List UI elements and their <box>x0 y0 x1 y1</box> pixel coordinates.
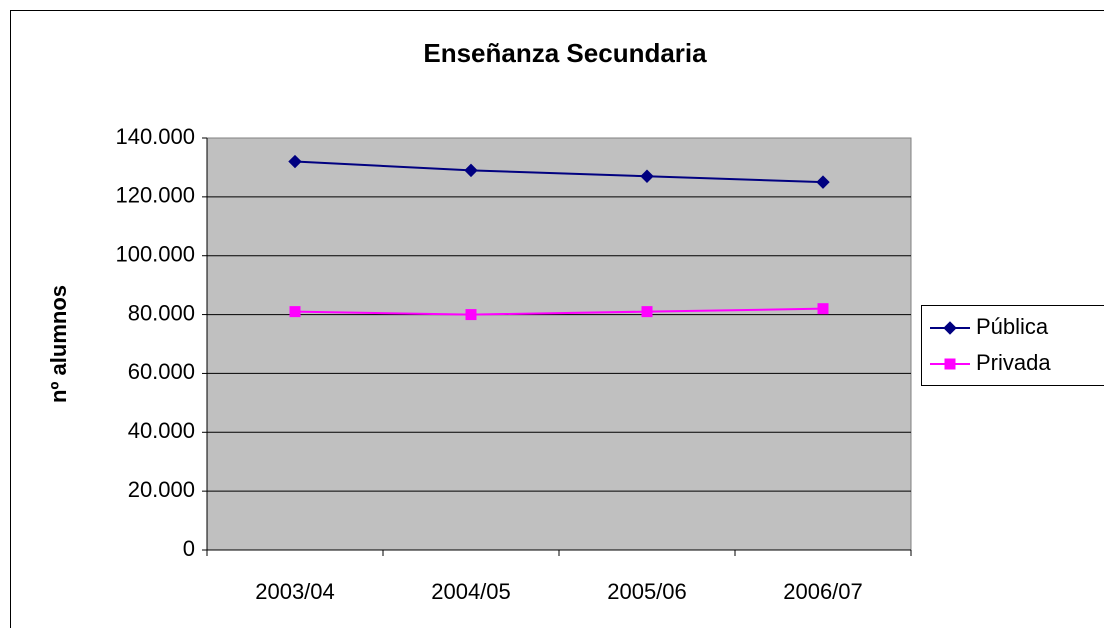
legend-label: Pública <box>976 314 1049 339</box>
series-line <box>294 160 824 184</box>
data-point <box>465 309 477 321</box>
data-point <box>641 306 653 318</box>
x-tick-label: 2004/05 <box>431 579 511 604</box>
plot-area <box>206 137 912 551</box>
y-tick-label: 140.000 <box>115 124 195 149</box>
x-tick-label: 2005/06 <box>607 579 687 604</box>
data-point <box>464 163 478 178</box>
series-line <box>294 307 824 316</box>
chart-title: Enseñanza Secundaria <box>423 38 707 68</box>
y-tick-label: 20.000 <box>128 477 195 502</box>
data-point <box>289 306 301 318</box>
y-tick-label: 40.000 <box>128 418 195 443</box>
y-tick-label: 0 <box>183 536 195 561</box>
legend-marker <box>943 321 957 335</box>
legend-box <box>921 305 1104 386</box>
data-point <box>816 175 830 189</box>
x-tick-label: 2003/04 <box>255 579 335 604</box>
y-tick-label: 120.000 <box>115 183 195 208</box>
x-tick-label: 2006/07 <box>783 579 863 604</box>
data-point <box>288 154 302 169</box>
data-point <box>817 303 829 315</box>
y-tick-label: 60.000 <box>128 359 195 384</box>
legend-marker <box>944 358 956 370</box>
legend-label: Privada <box>976 350 1051 375</box>
data-point <box>640 169 654 183</box>
y-tick-label: 100.000 <box>115 242 195 267</box>
y-tick-label: 80.000 <box>128 300 195 325</box>
y-axis-label: nº alumnos <box>46 285 71 403</box>
